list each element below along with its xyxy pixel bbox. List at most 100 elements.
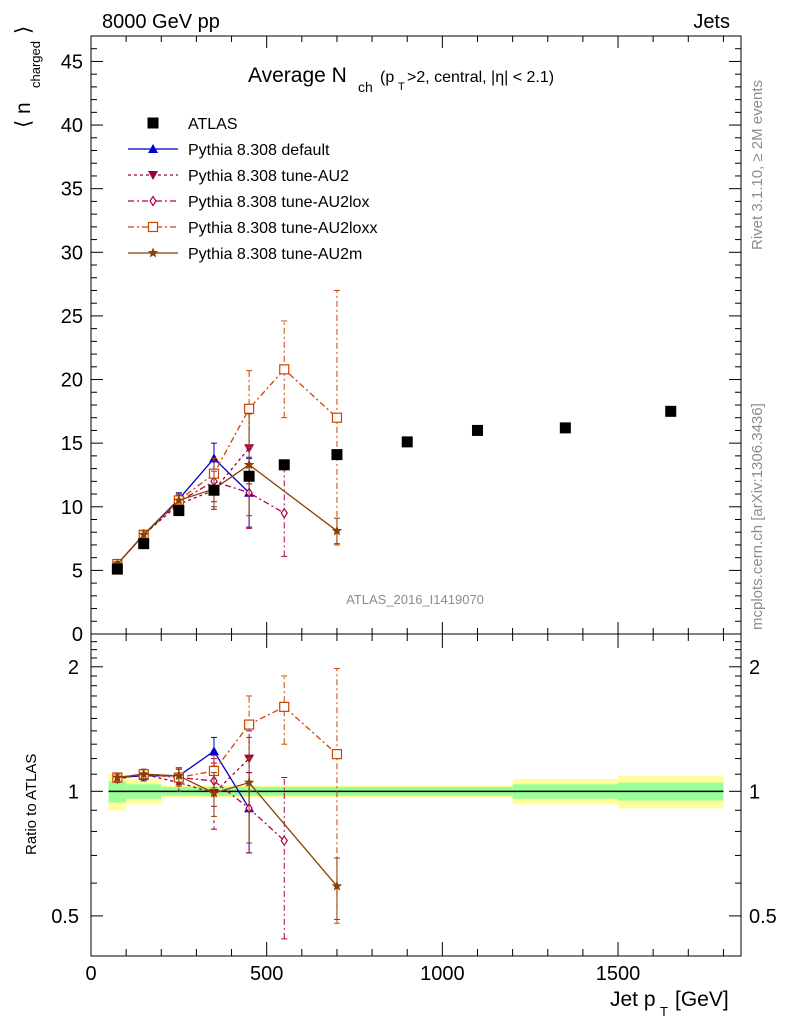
ratio-data-point — [280, 835, 288, 847]
ratio-data-point — [279, 701, 290, 712]
legend-label: Pythia 8.308 tune-AU2 — [188, 168, 349, 185]
category-label: Jets — [693, 11, 730, 33]
atlas-data-point — [665, 405, 677, 417]
atlas-data-point — [471, 424, 483, 436]
ratio-ytick-label-right: 0.5 — [749, 906, 777, 928]
ratio-ytick-label: 1 — [68, 781, 79, 803]
data-point — [331, 412, 343, 423]
series-line — [116, 463, 338, 565]
title-tail: >2, central, |η| < 2.1) — [407, 69, 554, 86]
atlas-data-point — [208, 484, 220, 496]
ratio-ytick-label-right: 1 — [749, 781, 760, 803]
title-main: Average N — [248, 64, 347, 87]
ratio-series-line — [117, 773, 338, 887]
main-ytick-label: 25 — [61, 306, 83, 328]
legend-marker — [148, 171, 158, 180]
ratio-data-point — [112, 772, 123, 782]
data-point — [173, 494, 185, 505]
main-series-group — [111, 289, 677, 575]
ratio-data-point — [331, 880, 343, 891]
data-point — [138, 529, 149, 540]
legend-label: Pythia 8.308 tune-AU2m — [188, 246, 362, 263]
legend-entry: ATLAS — [147, 116, 238, 133]
ratio-data-point — [243, 777, 255, 788]
main-ytick-label: 35 — [61, 179, 83, 201]
ratio-plot-panel: 0.5 0.5 1 1 2 2 0 500 1000 1500 Ratio to ATLAS Je… — [23, 633, 777, 1019]
atlas-data-point — [278, 459, 290, 471]
ratio-series-group — [112, 668, 343, 940]
ratio-data-point — [138, 768, 149, 779]
legend-entry: Pythia 8.308 tune-AU2m — [128, 246, 362, 263]
xlabel-sub: T — [660, 1004, 668, 1019]
legend-entry: Pythia 8.308 tune-AU2lox — [128, 194, 369, 211]
xtick-label: 500 — [250, 963, 283, 985]
source-label: mcplots.cern.ch [arXiv:1306.3436] — [749, 403, 766, 630]
ratio-axis-ticks: 0.5 0.5 1 1 2 2 0 500 1000 1500 — [51, 634, 777, 985]
main-ytick-label: 10 — [61, 497, 83, 519]
main-axis-ticks: 0 5 10 15 20 25 30 35 40 45 — [61, 35, 741, 646]
xlabel-unit: [GeV] — [675, 988, 729, 1011]
title-main-sub: ch — [358, 79, 373, 95]
ratio-plot-frame — [90, 633, 742, 957]
legend-entry: Pythia 8.308 default — [128, 142, 330, 159]
legend-marker — [148, 144, 158, 153]
legend-marker — [147, 247, 159, 258]
main-ytick-label: 20 — [61, 370, 83, 392]
legend-entry: Pythia 8.308 tune-AU2 — [128, 168, 349, 185]
ratio-data-point — [208, 746, 219, 756]
xtick-label: 1500 — [596, 963, 641, 985]
legend-label: Pythia 8.308 tune-AU2loxx — [188, 220, 377, 237]
ylabel-main: ⟨ n — [12, 102, 35, 128]
data-point — [331, 525, 343, 536]
atlas-data-point — [401, 436, 413, 448]
ratio-data-point — [331, 749, 343, 760]
atlas-data-point — [173, 505, 185, 517]
atlas-data-point — [243, 470, 255, 482]
main-ytick-label: 5 — [72, 560, 83, 582]
main-ytick-label: 30 — [61, 242, 83, 264]
ratio-data-point — [208, 787, 220, 798]
ratio-ytick-label: 0.5 — [51, 906, 79, 928]
main-series-atlas — [111, 405, 677, 575]
legend-entry: Pythia 8.308 tune-AU2loxx — [128, 220, 377, 237]
ratio-ytick-label: 2 — [68, 657, 79, 679]
ratio-data-point — [244, 719, 255, 730]
data-point — [279, 364, 290, 375]
ratio-ylabel: Ratio to ATLAS — [23, 754, 40, 855]
rivet-label: Rivet 3.1.10, ≥ 2M events — [749, 80, 766, 250]
legend-marker — [149, 195, 157, 207]
energy-label: 8000 GeV pp — [102, 11, 220, 33]
ylabel-sub: charged — [28, 41, 43, 88]
main-ytick-label: 45 — [61, 51, 83, 73]
series-line — [116, 368, 338, 565]
legend-label: Pythia 8.308 tune-AU2lox — [188, 194, 369, 211]
ratio-data-point — [173, 770, 185, 781]
main-plot-panel: 0 5 10 15 20 25 30 35 40 45 Average N ch (p T >2,… — [12, 26, 742, 646]
xlabel: Jet p T [GeV] — [610, 988, 729, 1019]
legend: ATLAS Pythia 8.308 default Pythia 8.308 tu… — [128, 116, 377, 263]
ratio-ytick-label-right: 2 — [749, 657, 760, 679]
main-ylabel: ⟨ n charged ⟩ — [12, 26, 43, 128]
ylabel-close: ⟩ — [12, 26, 35, 34]
legend-marker — [147, 221, 159, 233]
main-series-3 — [112, 289, 343, 570]
xtick-label: 0 — [85, 963, 96, 985]
ratio-series-4 — [112, 736, 343, 921]
main-ytick-label: 0 — [72, 624, 83, 646]
analysis-watermark: ATLAS_2016_I1419070 — [346, 592, 484, 607]
ratio-uncertainty-bands — [108, 774, 724, 811]
title-rest-sub: T — [398, 81, 405, 93]
data-point — [112, 558, 123, 569]
main-ytick-label: 15 — [61, 433, 83, 455]
legend-label: Pythia 8.308 default — [188, 142, 330, 159]
ratio-series-line — [117, 773, 285, 842]
atlas-data-point — [138, 538, 150, 550]
main-title: Average N ch (p T >2, central, |η| < 2.1… — [248, 64, 554, 95]
data-point — [244, 403, 255, 414]
legend-marker — [147, 117, 159, 129]
atlas-data-point — [559, 422, 571, 434]
legend-label: ATLAS — [188, 116, 238, 133]
data-point — [243, 459, 255, 470]
title-rest: (p — [380, 69, 394, 86]
